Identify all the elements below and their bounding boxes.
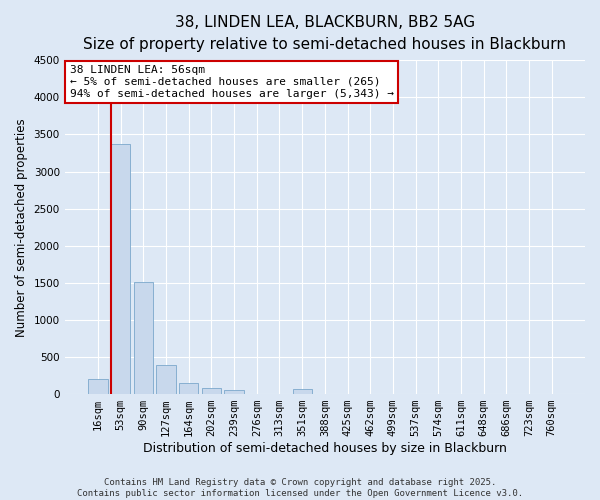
X-axis label: Distribution of semi-detached houses by size in Blackburn: Distribution of semi-detached houses by … xyxy=(143,442,507,455)
Bar xyxy=(293,389,312,394)
Bar xyxy=(157,365,176,394)
Bar xyxy=(179,383,199,394)
Text: 38 LINDEN LEA: 56sqm
← 5% of semi-detached houses are smaller (265)
94% of semi-: 38 LINDEN LEA: 56sqm ← 5% of semi-detach… xyxy=(70,66,394,98)
Title: 38, LINDEN LEA, BLACKBURN, BB2 5AG
Size of property relative to semi-detached ho: 38, LINDEN LEA, BLACKBURN, BB2 5AG Size … xyxy=(83,15,566,52)
Bar xyxy=(111,144,130,394)
Bar xyxy=(88,378,107,394)
Bar xyxy=(134,282,153,394)
Bar xyxy=(224,390,244,394)
Bar xyxy=(202,388,221,394)
Y-axis label: Number of semi-detached properties: Number of semi-detached properties xyxy=(15,118,28,336)
Text: Contains HM Land Registry data © Crown copyright and database right 2025.
Contai: Contains HM Land Registry data © Crown c… xyxy=(77,478,523,498)
